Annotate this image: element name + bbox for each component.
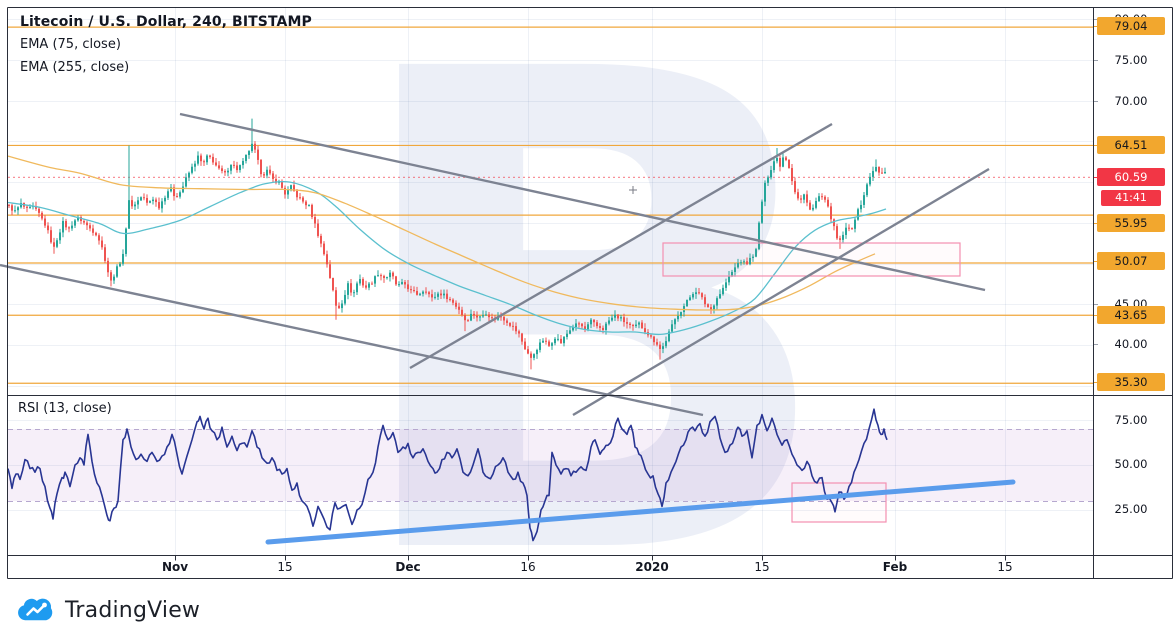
indicator-label-ema75[interactable]: EMA (75, close): [20, 37, 121, 52]
time-scale[interactable]: Nov 15 Dec 16 2020 15 Feb 15: [0, 556, 1093, 578]
trendline-drawing[interactable]: [572, 167, 990, 417]
price-label-50-07: 50.07: [1097, 252, 1165, 270]
time-label-2020: 2020: [635, 560, 669, 574]
symbol-title[interactable]: Litecoin / U.S. Dollar, 240, BITSTAMP: [20, 14, 312, 30]
rsi-scale-label-50-00: 50.00: [1114, 457, 1148, 471]
price-scale[interactable]: 80.0079.0475.0070.0064.5160.5941:4155.95…: [1094, 0, 1174, 578]
time-label-15: 15: [997, 560, 1013, 574]
rsi-line: [8, 408, 888, 542]
time-label-dec: Dec: [395, 560, 421, 574]
time-label-15: 15: [277, 560, 293, 574]
time-label-16: 16: [520, 560, 536, 574]
tradingview-attribution[interactable]: TradingView: [14, 590, 200, 630]
price-label-60-59: 60.59: [1097, 168, 1165, 186]
indicator-label-ema255[interactable]: EMA (255, close): [20, 60, 130, 75]
price-label-70-00: 70.00: [1114, 94, 1148, 108]
price-label-79-04: 79.04: [1097, 17, 1165, 35]
time-label-nov: Nov: [161, 560, 189, 574]
indicator-label-rsi[interactable]: RSI (13, close): [18, 401, 112, 416]
tradingview-logo-text: TradingView: [65, 597, 201, 623]
candlestick-series: [8, 118, 886, 370]
price-label-41-41: 41:41: [1101, 190, 1161, 206]
rsi-support-trendline[interactable]: [265, 479, 1016, 545]
ema-75-line[interactable]: [8, 180, 887, 336]
price-label-75-00: 75.00: [1114, 53, 1148, 67]
highlight-rectangle-drawing[interactable]: [662, 242, 961, 277]
price-label-43-65: 43.65: [1097, 306, 1165, 324]
price-label-40-00: 40.00: [1114, 337, 1148, 351]
trendline-drawing[interactable]: [0, 263, 704, 417]
highlight-rectangle-drawing[interactable]: [791, 482, 887, 523]
tradingview-cloud-icon: [18, 598, 53, 621]
trendline-drawing[interactable]: [179, 112, 986, 292]
price-label-35-30: 35.30: [1097, 373, 1165, 391]
time-label-feb: Feb: [882, 560, 908, 574]
time-label-15: 15: [754, 560, 770, 574]
trendline-drawing[interactable]: [409, 122, 833, 370]
exchange-watermark: B: [338, 0, 841, 634]
rsi-scale-label-25-00: 25.00: [1114, 502, 1148, 516]
rsi-scale-label-75-00: 75.00: [1114, 413, 1148, 427]
price-label-55-95: 55.95: [1097, 214, 1165, 232]
ema-255-line[interactable]: [8, 155, 876, 311]
price-label-64-51: 64.51: [1097, 136, 1165, 154]
